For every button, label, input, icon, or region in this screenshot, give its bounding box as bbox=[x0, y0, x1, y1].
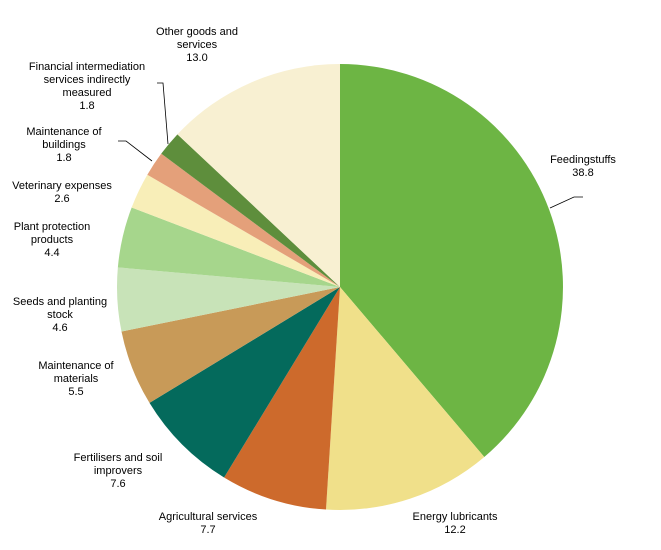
pie-slice-2 bbox=[224, 287, 340, 510]
slice-value: 7.6 bbox=[110, 478, 125, 490]
pie-slice-7 bbox=[131, 174, 340, 287]
pie-slice-10 bbox=[177, 64, 340, 287]
slice-label-line: Feedingstuffs bbox=[550, 154, 616, 166]
slice-label-line: Plant protection bbox=[14, 221, 90, 233]
slice-label-line: buildings bbox=[42, 139, 86, 151]
slice-value: 7.7 bbox=[200, 524, 215, 536]
slice-label-line: Maintenance of bbox=[26, 126, 102, 138]
pie-slice-4 bbox=[121, 287, 341, 403]
leader-line-8 bbox=[118, 140, 153, 162]
slice-label-3: Fertilisers and soil improvers 7.6 bbox=[74, 452, 163, 490]
slice-value: 4.4 bbox=[44, 247, 59, 259]
slice-label-line: materials bbox=[54, 373, 99, 385]
slice-label-4: Maintenance of materials 5.5 bbox=[38, 360, 114, 398]
slice-label-6: Plant protection products 4.4 bbox=[14, 221, 90, 259]
pie-slice-8 bbox=[147, 153, 340, 287]
slice-label-line: Fertilisers and soil bbox=[74, 452, 163, 464]
pie-slice-3 bbox=[149, 287, 340, 478]
slice-label-line: Energy lubricants bbox=[413, 511, 498, 523]
slice-value: 1.8 bbox=[79, 100, 94, 112]
slice-label-9: Financial intermediation services indirec… bbox=[29, 61, 145, 112]
leader-lines bbox=[118, 82, 583, 209]
slice-label-line: Maintenance of bbox=[38, 360, 114, 372]
slice-label-line: services indirectly bbox=[44, 74, 131, 86]
pie-slice-1 bbox=[326, 287, 485, 510]
slice-value: 38.8 bbox=[572, 167, 593, 179]
slice-value: 12.2 bbox=[444, 524, 465, 536]
slice-label-7: Veterinary expenses 2.6 bbox=[12, 180, 112, 205]
pie-slice-0 bbox=[340, 64, 563, 458]
slice-label-line: products bbox=[31, 234, 74, 246]
slice-labels: Feedingstuffs 38.8 Energy lubricants 12.2 Ag… bbox=[12, 26, 616, 536]
pie-slice-6 bbox=[117, 207, 340, 287]
slice-label-line: Other goods and bbox=[156, 26, 238, 38]
slice-label-line: Agricultural services bbox=[159, 511, 258, 523]
pie-slices bbox=[116, 64, 563, 510]
slice-value: 1.8 bbox=[56, 152, 71, 164]
slice-label-line: measured bbox=[63, 87, 112, 99]
slice-label-line: stock bbox=[47, 309, 73, 321]
slice-label-line: Veterinary expenses bbox=[12, 180, 112, 192]
slice-label-line: services bbox=[177, 39, 218, 51]
slice-value: 2.6 bbox=[54, 193, 69, 205]
slice-label-line: improvers bbox=[94, 465, 143, 477]
pie-slice-5 bbox=[116, 267, 341, 332]
slice-label-1: Energy lubricants 12.2 bbox=[413, 511, 498, 536]
slice-label-line: Seeds and planting bbox=[13, 296, 107, 308]
slice-label-line: Financial intermediation bbox=[29, 61, 145, 73]
slice-value: 13.0 bbox=[186, 52, 207, 64]
slice-value: 4.6 bbox=[52, 322, 67, 334]
slice-value: 5.5 bbox=[68, 386, 83, 398]
leader-line-0 bbox=[549, 196, 583, 209]
pie-slice-9 bbox=[161, 134, 340, 287]
leader-line-9 bbox=[157, 82, 169, 145]
slice-label-2: Agricultural services 7.7 bbox=[159, 511, 258, 536]
slice-label-0: Feedingstuffs 38.8 bbox=[550, 154, 616, 179]
slice-label-8: Maintenance of buildings 1.8 bbox=[26, 126, 102, 164]
slice-label-5: Seeds and planting stock 4.6 bbox=[13, 296, 107, 334]
slice-label-10: Other goods and services 13.0 bbox=[156, 26, 238, 64]
